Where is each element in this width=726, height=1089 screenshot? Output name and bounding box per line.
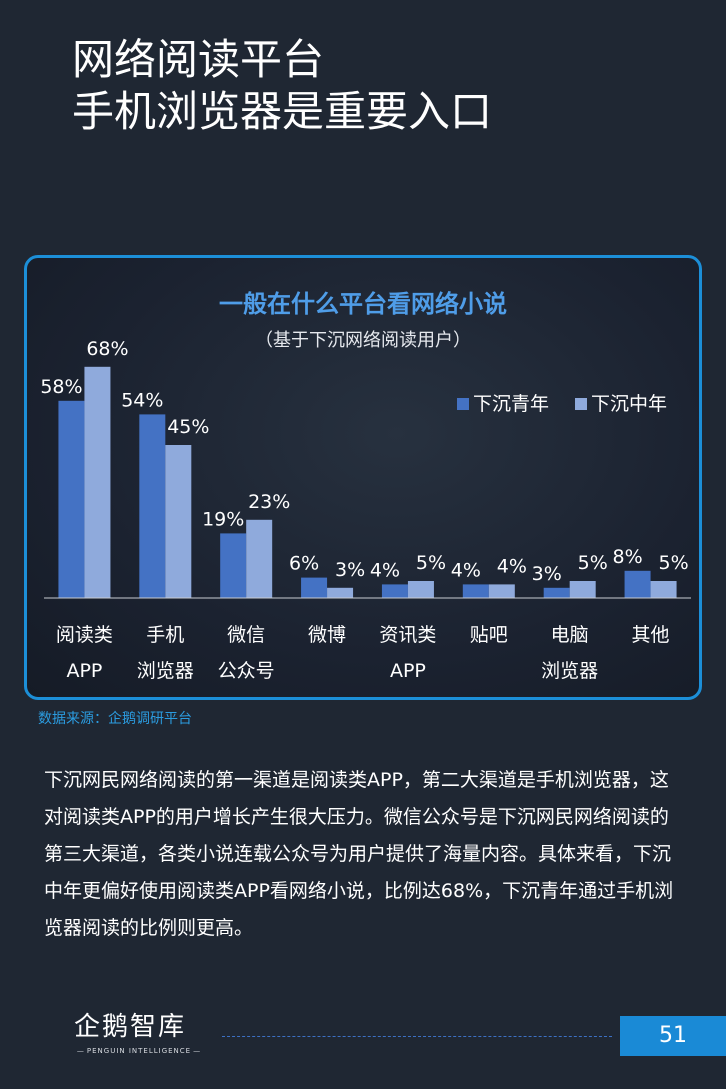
x-tick-label-1-0: 手机 [146,624,184,646]
bar-chart: 58%68% 阅读类 APP 54%45% 手机浏览器 19%23% 微信公众号 6% 3% 微博… [40,338,691,682]
legend-swatch-0 [457,398,469,410]
legend-label-0: 下沉青年 [473,393,549,415]
legend-label-1: 下沉中年 [591,393,667,415]
bar-middle-3 [327,587,354,598]
data-label-middle-5: 4% [497,555,527,577]
x-tick-label-2-1: 公众号 [218,660,275,682]
chart-subtitle: （基于下沉网络阅读用户） [255,330,471,351]
bar-young-1 [139,414,166,598]
data-label-middle-3: 3% [335,559,365,581]
footer-divider [222,1036,612,1037]
bar-young-0 [58,400,85,598]
bar-middle-4 [407,581,434,598]
data-label-young-0: 58% [40,376,82,398]
bar-young-7 [624,570,651,598]
x-tick-label-3-0: 微博 [308,624,346,646]
bar-young-6 [543,587,570,598]
data-label-young-1: 54% [121,389,163,411]
bar-young-4 [381,584,408,598]
data-label-young-5: 4% [451,559,481,581]
x-tick-label-2-0: 微信 [227,624,265,646]
x-tick-label-5-0: 贴吧 [470,624,508,646]
legend-swatch-1 [575,398,587,410]
data-label-middle-4: 5% [416,552,446,574]
bar-middle-5 [488,584,515,598]
bar-middle-6 [569,581,596,598]
data-label-middle-0: 68% [86,338,128,360]
bar-young-5 [462,584,489,598]
logo-subtext: PENGUIN INTELLIGENCE [74,1047,204,1055]
bar-young-2 [220,533,247,598]
penguin-intelligence-logo: 企鹅智库 PENGUIN INTELLIGENCE [74,1006,204,1062]
data-label-middle-6: 5% [578,552,608,574]
x-tick-label-4-1: APP [390,660,426,682]
body-paragraph: 下沉网民网络阅读的第一渠道是阅读类APP，第二大渠道是手机浏览器，这对阅读类AP… [44,769,674,939]
x-tick-label-7-0: 其他 [632,624,670,646]
bar-middle-7 [650,581,677,598]
data-source: 数据来源：企鹅调研平台 [38,711,192,727]
data-label-young-2: 19% [202,508,244,530]
chart-title: 一般在什么平台看网络小说 [219,290,507,318]
page-title: 网络阅读平台 手机浏览器是重要入口 [72,34,492,138]
bar-middle-0 [84,366,111,598]
data-label-middle-1: 45% [167,416,209,438]
x-tick-label-0-0: 阅读类 [56,624,113,646]
x-tick-label-4-0: 资讯类 [379,624,436,646]
data-label-young-7: 8% [612,546,642,568]
data-label-young-3: 6% [289,553,319,575]
bar-middle-2 [246,519,273,598]
x-tick-label-6-0: 电脑 [551,624,589,646]
page-title-line-2: 手机浏览器是重要入口 [72,87,493,136]
x-tick-label-0-1: APP [66,660,102,682]
bar-middle-1 [165,445,192,598]
data-label-young-6: 3% [532,563,562,585]
data-label-middle-2: 23% [248,491,290,513]
chart-card: 一般在什么平台看网络小说 （基于下沉网络阅读用户） 58% 68% 阅读类 APP 54… [24,255,702,700]
page-number: 51 [620,1016,726,1056]
bar-young-3 [301,577,328,598]
page-title-line-1: 网络阅读平台 [72,35,325,84]
data-label-middle-7: 5% [658,552,688,574]
x-tick-label-1-1: 浏览器 [137,660,194,682]
data-label-young-4: 4% [370,559,400,581]
logo-text: 企鹅智库 [74,1012,187,1042]
x-tick-label-6-1: 浏览器 [541,660,598,682]
